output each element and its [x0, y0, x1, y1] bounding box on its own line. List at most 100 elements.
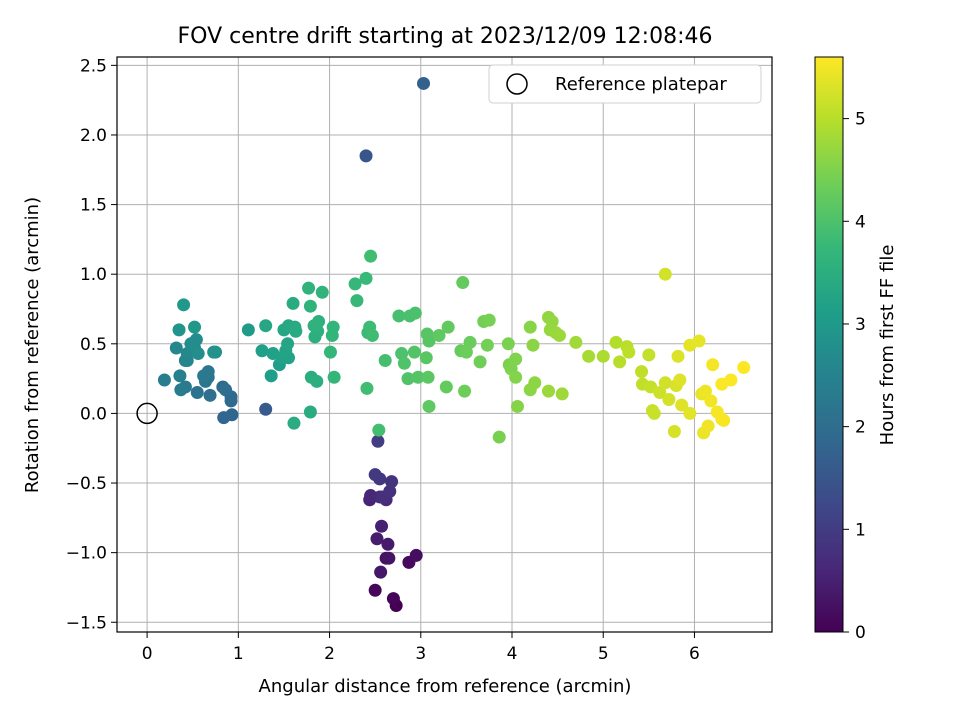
data-point [509, 370, 523, 384]
colorbar-tick-label: 1 [855, 520, 866, 540]
colorbar-ticks: 0 1 2 3 4 5 [843, 110, 866, 643]
data-point [372, 423, 386, 437]
y-tick-label: 1.0 [80, 265, 107, 285]
y-tick-label: 2.5 [80, 56, 107, 76]
data-point [552, 328, 566, 342]
data-point [456, 276, 470, 290]
data-point [609, 335, 623, 349]
data-point [463, 335, 477, 349]
data-point [658, 267, 672, 281]
data-point [364, 249, 378, 263]
data-point [510, 399, 524, 413]
data-point [523, 320, 537, 334]
x-tick-label: 0 [142, 644, 153, 664]
data-points [157, 76, 751, 613]
data-point [303, 299, 317, 313]
data-point [397, 356, 411, 370]
data-point [259, 402, 273, 416]
x-tick-label: 3 [415, 644, 426, 664]
colorbar-tick-label: 4 [855, 212, 866, 232]
data-point [197, 369, 211, 383]
x-axis-ticks: 0 1 2 3 4 5 6 [142, 632, 700, 664]
data-point [432, 328, 446, 342]
data-point [370, 532, 384, 546]
colorbar [814, 56, 844, 633]
x-tick-label: 4 [507, 644, 518, 664]
data-point [459, 345, 473, 359]
data-point [191, 347, 205, 361]
data-point [281, 337, 295, 351]
data-point [287, 416, 301, 430]
reference-platepar-marker [136, 402, 158, 425]
data-point [323, 345, 337, 359]
data-point [172, 323, 186, 337]
data-point [509, 352, 523, 366]
colorbar-tick-label: 5 [855, 110, 866, 130]
y-axis-label: Rotation from reference (arcmin) [22, 197, 43, 493]
y-tick-label: 0.0 [80, 404, 107, 424]
data-point [174, 383, 188, 397]
data-point [482, 313, 496, 327]
data-point [724, 373, 738, 387]
data-point [365, 328, 379, 342]
data-point [385, 475, 399, 489]
data-point [653, 386, 667, 400]
y-tick-label: −1.0 [66, 544, 107, 564]
data-point [683, 406, 697, 420]
data-point [368, 468, 382, 482]
data-point [417, 76, 431, 90]
data-point [419, 351, 433, 365]
data-point [422, 334, 436, 348]
data-point [203, 388, 217, 402]
data-point [259, 319, 273, 333]
data-point [359, 149, 373, 163]
data-point [368, 583, 382, 597]
chart-title: FOV centre drift starting at 2023/12/09 … [178, 24, 713, 49]
data-point [698, 384, 712, 398]
data-point [501, 337, 515, 351]
data-point [241, 323, 255, 337]
data-point [375, 519, 389, 533]
data-point [662, 392, 676, 406]
data-point [613, 355, 627, 369]
y-tick-label: −0.5 [66, 474, 107, 494]
data-point [582, 349, 596, 363]
data-point [209, 345, 223, 359]
x-tick-label: 6 [689, 644, 700, 664]
data-point [392, 309, 406, 323]
data-point [717, 413, 731, 427]
data-point [701, 419, 715, 433]
data-point [439, 380, 453, 394]
data-point [315, 285, 329, 299]
data-point [255, 344, 269, 358]
data-point [381, 537, 395, 551]
data-point [395, 347, 409, 361]
data-point [157, 373, 171, 387]
data-point [647, 406, 661, 420]
data-point [359, 271, 373, 285]
data-point [658, 376, 672, 390]
data-point [480, 338, 494, 352]
data-point [219, 383, 233, 397]
data-point [528, 376, 542, 390]
x-axis-label: Angular distance from reference (arcmin) [259, 676, 632, 697]
x-tick-label: 5 [598, 644, 609, 664]
data-point [184, 337, 198, 351]
data-point [541, 384, 555, 398]
data-point [422, 399, 436, 413]
data-point [378, 354, 392, 368]
data-point [188, 320, 202, 334]
data-point [350, 294, 364, 308]
data-point [217, 411, 231, 425]
data-point [307, 319, 321, 333]
colorbar-tick-label: 2 [855, 418, 866, 438]
plot-frame [116, 56, 773, 633]
data-point [303, 405, 317, 419]
data-point [409, 548, 423, 562]
data-point [526, 338, 540, 352]
data-point [325, 328, 339, 342]
data-point [458, 384, 472, 398]
data-point [302, 281, 316, 295]
data-point [386, 592, 400, 606]
